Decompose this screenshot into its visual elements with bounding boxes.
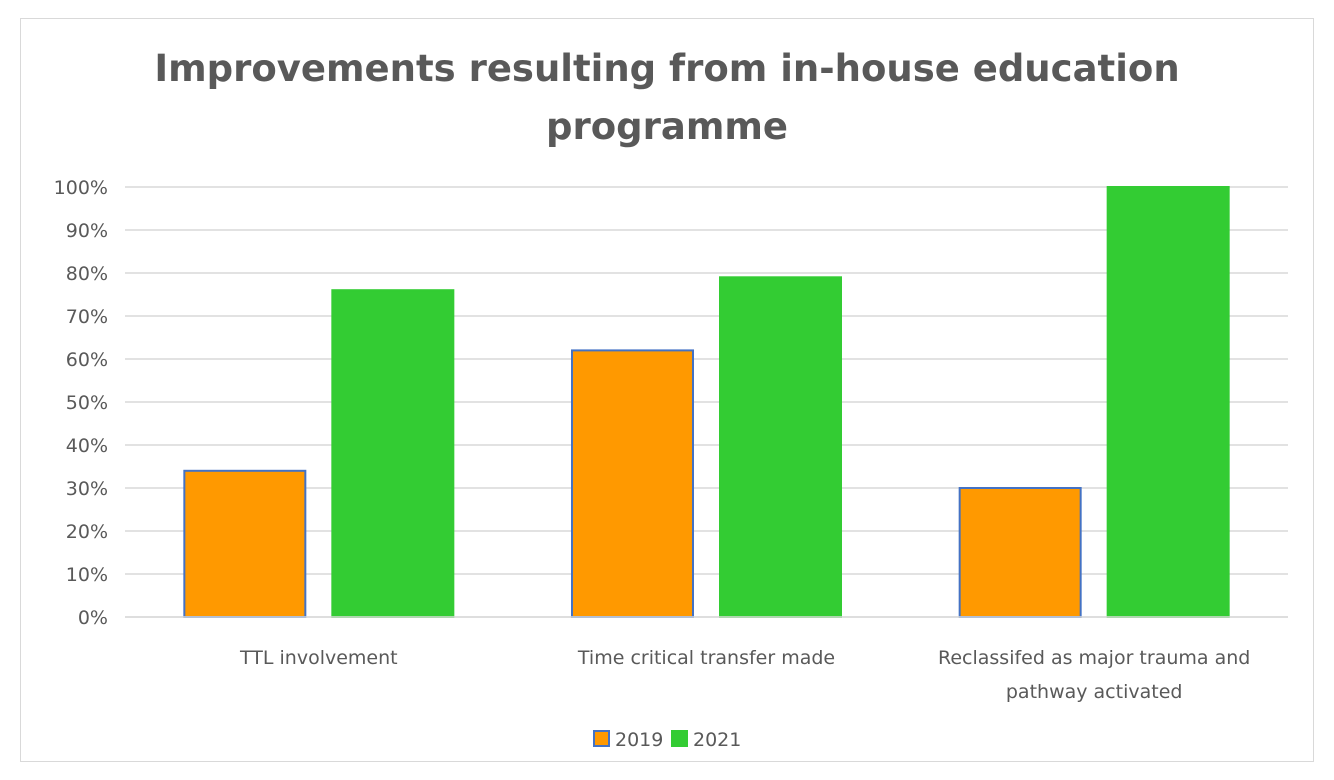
x-axis: TTL involvement Time critical transfer ma… <box>125 616 1288 703</box>
legend-label: 2021 <box>693 729 741 751</box>
legend-label: 2019 <box>615 729 663 751</box>
x-tick-label: pathway activated <box>1006 681 1183 703</box>
chart-title-line-1: Improvements resulting from in-house edu… <box>154 47 1180 90</box>
y-axis: 0% 10% 20% 30% 40% 50% 60% 70% 80% 90% 100% <box>54 177 108 629</box>
bar-2021-0 <box>331 289 455 618</box>
bar-2019-1 <box>571 349 694 618</box>
y-tick-label: 50% <box>66 392 108 414</box>
x-tick-label: Time critical transfer made <box>577 647 835 669</box>
bars <box>183 186 1230 618</box>
y-tick-label: 40% <box>66 435 108 457</box>
legend-item-2021: 2021 <box>671 729 741 751</box>
y-tick-label: 60% <box>66 349 108 371</box>
bar-2019-2 <box>958 487 1082 618</box>
bar-2021-1 <box>719 276 842 618</box>
legend-swatch <box>593 730 610 747</box>
y-tick-label: 80% <box>66 263 108 285</box>
x-tick-label: Reclassifed as major trauma and <box>938 647 1250 669</box>
chart-title-line-2: programme <box>545 105 789 148</box>
y-tick-label: 20% <box>66 521 108 543</box>
legend-swatch <box>671 730 688 747</box>
y-tick-label: 30% <box>66 478 108 500</box>
chart-title: Improvements resulting from in-house edu… <box>0 40 1334 156</box>
x-tick-label: TTL involvement <box>239 647 398 669</box>
y-tick-label: 70% <box>66 306 108 328</box>
bar-2019-0 <box>183 469 307 618</box>
bar-2021-2 <box>1106 186 1230 618</box>
legend-item-2019: 2019 <box>593 729 663 751</box>
y-tick-label: 90% <box>66 220 108 242</box>
y-tick-label: 10% <box>66 564 108 586</box>
y-tick-label: 100% <box>54 177 108 199</box>
y-tick-label: 0% <box>78 607 108 629</box>
legend: 2019 2021 <box>593 729 741 751</box>
